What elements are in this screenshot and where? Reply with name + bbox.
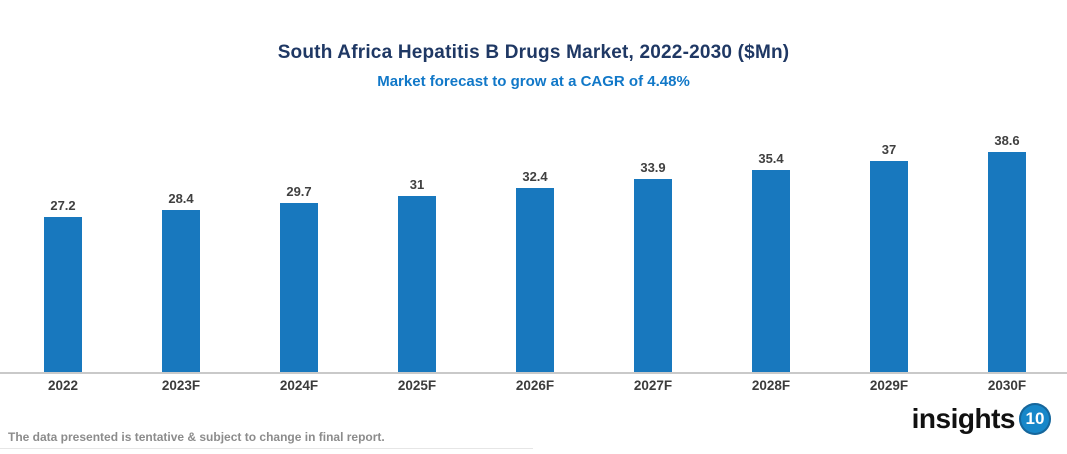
bar [988, 152, 1026, 373]
bar-value-label: 29.7 [286, 184, 312, 199]
bar [634, 178, 672, 373]
insights10-logo: insights 10 [912, 403, 1051, 435]
bar-column-2024F: 29.7 [240, 118, 358, 373]
bar [752, 170, 790, 373]
bar [44, 217, 82, 373]
bar [870, 161, 908, 373]
bar-value-label: 28.4 [168, 191, 194, 207]
x-axis-label: 2030F [987, 378, 1027, 393]
x-axis-label: 2024F [279, 378, 319, 393]
bar-column-2029F: 37 [830, 118, 948, 373]
bar [516, 187, 554, 373]
x-axis-label: 2027F [633, 378, 673, 393]
x-axis-label: 2023F [161, 378, 201, 393]
x-axis-label: 2026F [515, 378, 555, 393]
bar-column-2026F: 32.4 [476, 118, 594, 373]
bar [162, 210, 200, 373]
bar-value-label: 38.6 [994, 133, 1020, 148]
bar [398, 195, 436, 373]
footer-divider [0, 448, 533, 449]
chart-title: South Africa Hepatitis B Drugs Market, 2… [277, 42, 790, 63]
x-axis-labels: 2022 2023F 2024F 2025F 2026F 2027F 2028F 2029F 2… [4, 378, 1066, 393]
bar-column-2022: 27.2 [4, 118, 122, 373]
x-axis-label: 2025F [397, 378, 437, 393]
x-axis-label: 2029F [869, 378, 909, 393]
bar-value-label: 31 [409, 176, 425, 192]
bar [280, 203, 318, 373]
chart-subtitle: Market forecast to grow at a CAGR of 4.4… [377, 73, 690, 90]
bar-value-label: 27.2 [50, 198, 76, 214]
bar-value-label: 32.4 [522, 168, 548, 184]
logo-text: insights [911, 403, 1016, 434]
x-axis-label: 2028F [751, 378, 791, 393]
x-axis-label: 2022 [47, 378, 79, 393]
bar-column-2030F: 38.6 [948, 118, 1066, 373]
bar-plot-area: 27.2 28.4 29.7 31 32.4 33.9 35.4 37 38.6 [4, 118, 1066, 373]
bar-value-label: 33.9 [640, 159, 666, 175]
bar-column-2028F: 35.4 [712, 118, 830, 373]
x-axis-line [0, 372, 1067, 374]
bar-value-label: 35.4 [758, 151, 784, 167]
bar-column-2025F: 31 [358, 118, 476, 373]
bar-value-label: 37 [881, 142, 897, 158]
footer-disclaimer: The data presented is tentative & subjec… [8, 430, 385, 444]
bar-column-2023F: 28.4 [122, 118, 240, 373]
bar-column-2027F: 33.9 [594, 118, 712, 373]
logo-badge-icon: 10 [1019, 403, 1051, 435]
